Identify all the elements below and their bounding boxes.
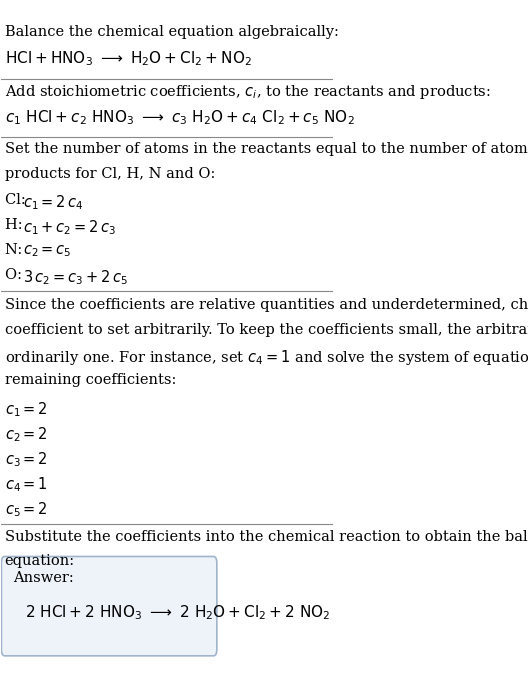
- Text: $c_1\ \mathrm{HCl} + c_2\ \mathrm{HNO_3} \ \longrightarrow \ c_3\ \mathrm{H_2O} : $c_1\ \mathrm{HCl} + c_2\ \mathrm{HNO_3}…: [5, 109, 354, 127]
- Text: $c_2 = 2$: $c_2 = 2$: [5, 425, 48, 444]
- Text: Substitute the coefficients into the chemical reaction to obtain the balanced: Substitute the coefficients into the che…: [5, 530, 528, 544]
- Text: N:: N:: [5, 243, 26, 257]
- Text: Cl:: Cl:: [5, 193, 30, 208]
- Text: Balance the chemical equation algebraically:: Balance the chemical equation algebraica…: [5, 25, 338, 39]
- Text: $c_5 = 2$: $c_5 = 2$: [5, 500, 48, 519]
- Text: $c_1 = 2$: $c_1 = 2$: [5, 401, 48, 419]
- Text: Add stoichiometric coefficients, $c_i$, to the reactants and products:: Add stoichiometric coefficients, $c_i$, …: [5, 84, 491, 101]
- Text: $c_1 = 2\,c_4$: $c_1 = 2\,c_4$: [23, 193, 83, 212]
- Text: equation:: equation:: [5, 555, 75, 568]
- Text: Set the number of atoms in the reactants equal to the number of atoms in the: Set the number of atoms in the reactants…: [5, 142, 528, 156]
- FancyBboxPatch shape: [2, 557, 217, 656]
- Text: $c_4 = 1$: $c_4 = 1$: [5, 475, 48, 494]
- Text: $\mathrm{2\ HCl + 2\ HNO_3 \ \longrightarrow \ 2\ H_2O + Cl_2 + 2\ NO_2}$: $\mathrm{2\ HCl + 2\ HNO_3 \ \longrighta…: [25, 604, 330, 622]
- Text: $\mathrm{HCl + HNO_3 \ \longrightarrow \ H_2O + Cl_2 + NO_2}$: $\mathrm{HCl + HNO_3 \ \longrightarrow \…: [5, 50, 252, 69]
- Text: O:: O:: [5, 268, 26, 282]
- Text: $c_1 + c_2 = 2\,c_3$: $c_1 + c_2 = 2\,c_3$: [23, 218, 116, 237]
- Text: $3\,c_2 = c_3 + 2\,c_5$: $3\,c_2 = c_3 + 2\,c_5$: [23, 268, 128, 286]
- Text: H:: H:: [5, 218, 27, 233]
- Text: products for Cl, H, N and O:: products for Cl, H, N and O:: [5, 167, 215, 181]
- Text: remaining coefficients:: remaining coefficients:: [5, 373, 176, 387]
- Text: Since the coefficients are relative quantities and underdetermined, choose a: Since the coefficients are relative quan…: [5, 298, 528, 312]
- Text: $c_2 = c_5$: $c_2 = c_5$: [23, 243, 72, 259]
- Text: coefficient to set arbitrarily. To keep the coefficients small, the arbitrary va: coefficient to set arbitrarily. To keep …: [5, 323, 528, 337]
- Text: ordinarily one. For instance, set $c_4 = 1$ and solve the system of equations fo: ordinarily one. For instance, set $c_4 =…: [5, 348, 528, 367]
- Text: $c_3 = 2$: $c_3 = 2$: [5, 450, 48, 469]
- Text: Answer:: Answer:: [13, 572, 74, 585]
